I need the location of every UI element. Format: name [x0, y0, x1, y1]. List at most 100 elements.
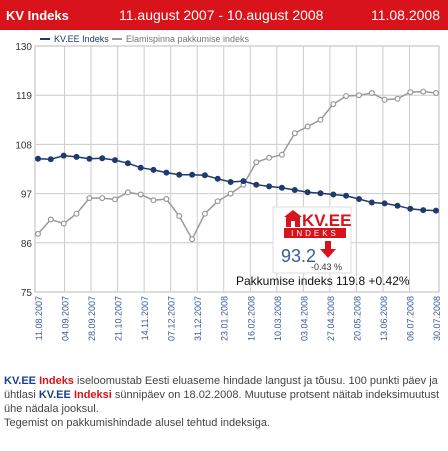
footer-text-2: sünnipäev on 18.02.2008. Muutuse protsen…	[4, 389, 440, 415]
plot-area	[34, 45, 440, 293]
x-tick-label: 13.06.2008	[379, 296, 389, 341]
footer-text-1: iseloomustab Eesti eluaseme hindade lang…	[4, 375, 438, 401]
kv-index-point	[368, 199, 375, 206]
asking-index-summary: Pakkumise indeks 119.8 +0.42%	[236, 274, 410, 288]
logo-subtitle-bar	[284, 228, 346, 238]
asking-index-point	[394, 95, 401, 102]
asking-index-point	[150, 197, 157, 204]
legend-label-asking: Elamispinna pakkumise indeks	[126, 34, 250, 44]
description: KV.EE Indeks iseloomustab Eesti eluaseme…	[4, 374, 444, 430]
asking-index-point	[86, 195, 93, 202]
asking-index-point	[214, 198, 221, 205]
x-tick-label: 16.02.2008	[246, 296, 256, 341]
y-axis-ticks: 75 86 97 108 119 130	[15, 42, 32, 299]
header-bar: KV Indeks 11.august 2007 - 10.august 200…	[0, 0, 448, 30]
x-tick-label: 27.04.2008	[326, 296, 336, 341]
current-value-inset: KV.EE INDEKS 93.2 -0.43 %	[272, 206, 352, 274]
x-tick-label: 20.05.2008	[352, 296, 362, 341]
x-tick-label: 28.09.2007	[87, 296, 97, 341]
kv-index-point	[394, 202, 401, 209]
x-tick-label: 07.12.2007	[167, 296, 177, 341]
y-tick-label: 130	[15, 42, 32, 53]
kv-index-point	[317, 190, 324, 197]
asking-index-point	[34, 230, 41, 237]
asking-index-point	[163, 196, 170, 203]
kv-index-point	[34, 155, 41, 162]
logo-subtitle: INDEKS	[291, 229, 339, 238]
kv-index-point	[60, 152, 67, 159]
y-tick-label: 97	[21, 190, 33, 201]
kv-index-point	[47, 156, 54, 163]
footer-kv-2: KV.EE	[38, 389, 71, 401]
kv-index-point	[111, 157, 118, 164]
asking-index-point	[407, 89, 414, 96]
asking-index-point	[317, 116, 324, 123]
series	[34, 88, 440, 243]
asking-index-point	[73, 210, 80, 217]
kv-index-point	[330, 191, 337, 198]
kv-index-point	[343, 192, 350, 199]
current-value: 93.2	[281, 246, 316, 266]
asking-index-point	[330, 101, 337, 108]
kv-index-point	[163, 169, 170, 176]
kv-index-point	[253, 181, 260, 188]
y-tick-label: 119	[16, 91, 32, 102]
x-axis-ticks: 11.08.2007 04.09.2007 28.09.2007 21.10.2007…	[34, 296, 442, 341]
asking-index-point	[278, 151, 285, 158]
x-tick-label: 14.11.2007	[140, 296, 150, 340]
kv-index-point	[291, 187, 298, 194]
asking-index-point	[176, 213, 183, 220]
kv-index-point	[278, 184, 285, 191]
kv-index-point	[420, 207, 427, 214]
index-line-chart: 75 86 97 108 119 130 11.08.2007 04.09.2007 28.0…	[15, 34, 442, 341]
asking-index-point	[266, 154, 273, 161]
y-tick-label: 75	[21, 288, 33, 299]
asking-index-point	[99, 195, 106, 202]
kv-index-point	[189, 171, 196, 178]
asking-index-point	[124, 189, 131, 196]
asking-index-point	[304, 123, 311, 130]
down-arrow-icon	[320, 241, 336, 258]
house-logo-icon	[284, 210, 302, 227]
legend: KV.EE Indeks Elamispinna pakkumise indek…	[40, 34, 250, 44]
kv-index-point	[137, 164, 144, 171]
kv-index-point	[381, 200, 388, 207]
x-tick-label: 31.12.2007	[193, 296, 203, 341]
x-tick-label: 06.07.2008	[405, 296, 415, 341]
asking-index-point	[343, 93, 350, 100]
x-tick-label: 04.09.2007	[61, 296, 71, 341]
x-tick-label: 11.08.2007	[34, 296, 44, 340]
kv-index-point	[304, 189, 311, 196]
asking-index-point	[111, 196, 118, 203]
logo-text: KV.EE	[302, 211, 351, 230]
asking-index-point	[368, 89, 375, 96]
asking-index-point	[227, 190, 234, 197]
x-tick-label: 10.03.2008	[273, 296, 283, 341]
kv-index-point	[240, 178, 247, 185]
kv-index-point	[150, 166, 157, 173]
kv-index-point	[201, 172, 208, 179]
x-tick-label: 03.04.2008	[299, 296, 309, 341]
x-tick-label: 30.07.2008	[432, 296, 442, 341]
kv-index-point	[227, 179, 234, 186]
asking-index-point	[291, 130, 298, 137]
footer-kv-1: KV.EE	[4, 375, 37, 387]
asking-index-point	[60, 220, 67, 227]
y-tick-label: 108	[15, 140, 32, 151]
brand-title: KV Indeks	[6, 8, 69, 23]
asking-index-point	[381, 96, 388, 103]
kv-index-point	[73, 153, 80, 160]
asking-index-point	[189, 236, 196, 243]
footer-indeksi-2: Indeksi	[73, 389, 112, 401]
x-tick-label: 23.01.2008	[220, 296, 230, 341]
kv-index-point	[86, 155, 93, 162]
footer-indeks-1: Indeks	[39, 375, 74, 387]
kv-index-point	[99, 155, 106, 162]
kv-index-point	[176, 171, 183, 178]
legend-label-kv: KV.EE Indeks	[54, 34, 109, 44]
x-tick-label: 21.10.2007	[114, 296, 124, 341]
kv-index-point	[124, 160, 131, 167]
y-tick-label: 86	[21, 239, 33, 250]
date-range: 11.august 2007 - 10.august 2008	[119, 7, 324, 23]
